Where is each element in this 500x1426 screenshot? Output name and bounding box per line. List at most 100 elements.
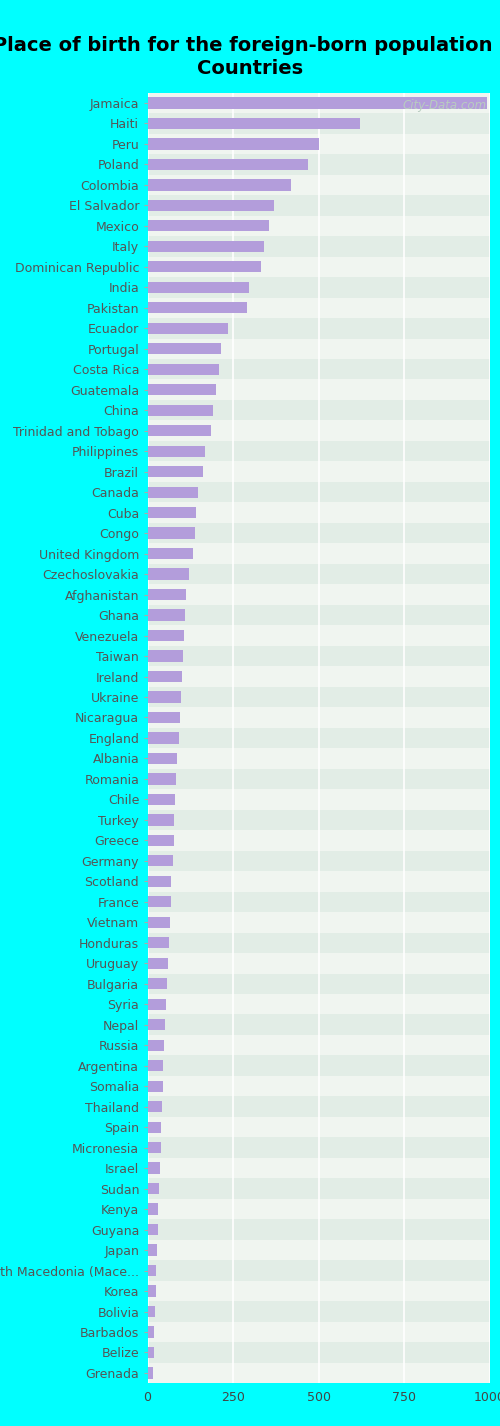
Bar [148,1020,164,1031]
Bar [148,1306,155,1318]
Bar [148,1219,490,1239]
Bar [148,502,490,523]
Bar [148,1184,159,1194]
Bar [148,528,195,539]
Bar [148,384,216,395]
Bar [148,789,490,810]
Bar [148,749,490,769]
Bar [148,97,486,108]
Bar [148,834,174,846]
Bar [148,609,185,620]
Bar [148,666,490,687]
Bar [148,1363,490,1383]
Bar [148,466,203,478]
Bar [148,712,180,723]
Bar [148,154,490,174]
Bar [148,425,211,436]
Bar [148,1224,158,1235]
Bar [148,727,490,749]
Bar [148,958,168,968]
Bar [148,707,490,727]
Bar [148,625,490,646]
Bar [148,1055,490,1077]
Bar [148,237,490,257]
Bar [148,585,490,605]
Bar [148,282,248,292]
Bar [148,344,221,355]
Bar [148,322,228,334]
Bar [148,118,360,128]
Bar [148,1162,160,1174]
Bar [148,548,192,559]
Bar [148,523,490,543]
Bar [148,1348,154,1358]
Bar [148,692,180,703]
Bar [148,338,490,359]
Bar [148,1081,162,1092]
Bar [148,1204,158,1215]
Bar [148,482,490,502]
Bar [148,1285,156,1296]
Bar [148,158,308,170]
Bar [148,769,490,789]
Bar [148,1040,164,1051]
Bar [148,753,177,764]
Bar [148,937,169,948]
Bar [148,1101,162,1112]
Bar [148,174,490,195]
Bar [148,794,175,806]
Bar [148,195,490,215]
Bar [148,1121,161,1132]
Bar [148,733,178,743]
Bar [148,93,490,113]
Bar [148,1368,152,1379]
Bar [148,220,269,231]
Bar [148,241,264,252]
Bar [148,933,490,953]
Bar [148,1265,156,1276]
Bar [148,1158,490,1178]
Bar [148,646,490,666]
Bar [148,851,490,871]
Bar [148,913,490,933]
Bar [148,563,490,585]
Bar [148,215,490,237]
Bar [148,1097,490,1117]
Bar [148,1199,490,1219]
Bar [148,1117,490,1138]
Bar [148,134,490,154]
Bar [148,891,490,913]
Bar [148,298,490,318]
Bar [148,810,490,830]
Bar [148,113,490,134]
Bar [148,974,490,994]
Bar [148,1014,490,1035]
Bar [148,318,490,338]
Bar [148,1342,490,1363]
Bar [148,486,198,498]
Bar [148,896,171,907]
Bar [148,773,176,784]
Bar [148,359,490,379]
Bar [148,257,490,277]
Bar [148,1239,490,1261]
Bar [148,998,166,1010]
Bar [148,1245,157,1256]
Bar [148,876,172,887]
Bar [148,379,490,399]
Bar [148,917,170,928]
Text: City-Data.com: City-Data.com [402,100,486,113]
Bar [148,200,274,211]
Bar [148,830,490,851]
Bar [148,445,205,456]
Bar [148,994,490,1014]
Bar [148,1302,490,1322]
Bar [148,978,167,990]
Bar [148,138,319,150]
Bar [148,180,292,191]
Bar [148,261,260,272]
Bar [148,1035,490,1055]
Bar [148,1178,490,1199]
Bar [148,1322,490,1342]
Bar [148,670,182,682]
